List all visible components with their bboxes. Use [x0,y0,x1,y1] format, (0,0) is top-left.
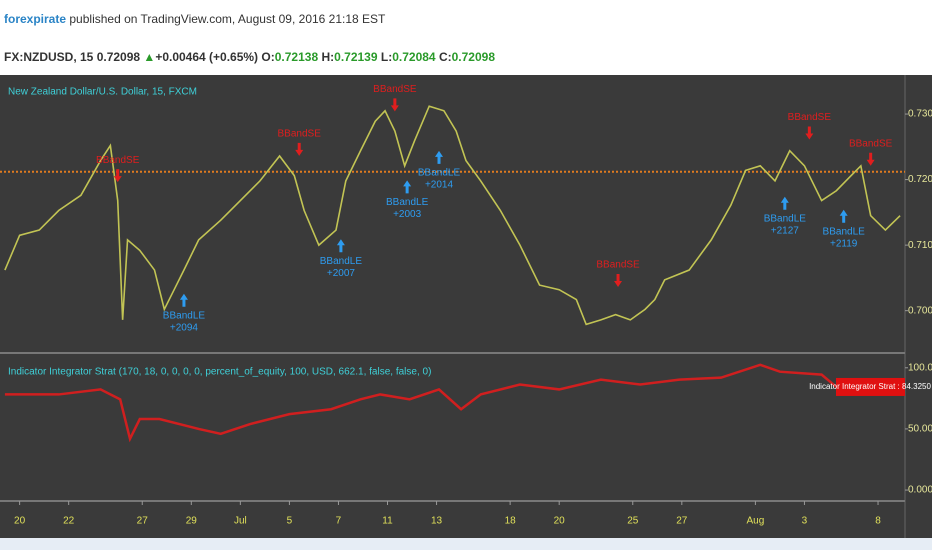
open: 0.72138 [274,50,319,64]
signal-label: BBandLE [764,213,807,224]
published: published on TradingView.com, August 09,… [69,12,386,26]
short-arrow [866,152,875,166]
chart-background [0,75,932,538]
signal-pnl: +2127 [771,225,800,236]
low: 0.72084 [392,50,436,64]
signal-label: BBandSE [849,138,893,149]
signal-label: BBandLE [320,256,363,267]
x-tick-label: 27 [676,516,688,527]
x-tick-label: 11 [382,516,393,527]
long-arrow [435,150,444,164]
last: 0.72098 [96,50,141,64]
pane-title: Indicator Integrator Strat (170, 18, 0, … [8,367,431,378]
y-tick-label: 50.0000 [908,424,932,435]
x-tick-label: 18 [505,516,517,527]
short-arrow [113,169,122,183]
chart: 0.70000 0.71000 0.72000 0.73000 New Zealand … [0,75,932,550]
signal-label: BBandLE [386,197,429,208]
high-label: H: [321,50,335,64]
signal-pnl: +2007 [327,268,356,279]
low-label: L: [380,50,393,64]
symbol: FX:NZDUSD, 15 [4,50,94,64]
long-arrow [839,209,848,223]
signal-pnl: +2094 [170,322,199,333]
publish-line: forexpirate published on TradingView.com… [4,12,385,26]
y-tick-label: 0.70000 [908,305,932,316]
x-tick-label: Aug [746,516,764,527]
change: +0.00464 (+0.65%) [155,50,259,64]
signal-pnl: +2119 [830,238,858,249]
y-tick-label: 0.73000 [908,109,932,120]
last-value-label: Indicator Integrator Strat : 84.3250 [809,382,931,391]
long-arrow [336,239,345,253]
long-arrow [403,180,412,194]
short-arrow [295,142,304,156]
x-tick-label: 5 [287,516,293,527]
x-tick-label: 27 [137,516,149,527]
series-line [4,363,838,443]
open-label: O: [261,50,275,64]
short-arrow [390,98,399,112]
high: 0.72139 [334,50,378,64]
pane-title: New Zealand Dollar/U.S. Dollar, 15, FXCM [8,87,197,98]
ticker-line: FX:NZDUSD, 15 0.72098 ▲+0.00464 (+0.65%)… [4,50,495,64]
x-tick-label: 13 [431,516,443,527]
footer-strip [0,538,932,550]
close: 0.72098 [451,50,496,64]
x-tick-label: 7 [336,516,342,527]
signal-label: BBandLE [823,226,866,237]
y-tick-label: 100.0000 [908,362,932,373]
x-tick-label: Jul [234,516,247,527]
signal-label: BBandSE [373,84,417,95]
x-tick-label: 25 [627,516,639,527]
x-tick-label: 8 [875,516,881,527]
signal-label: BBandLE [163,310,206,321]
y-tick-label: 0.0000 [908,485,932,496]
author[interactable]: forexpirate [4,12,67,26]
short-arrow [614,274,623,288]
x-tick-label: 20 [554,516,566,527]
x-tick-label: 20 [14,516,26,527]
signal-label: BBandSE [278,129,322,140]
x-tick-label: 22 [63,516,75,527]
close-label: C: [438,50,452,64]
last-value-box [836,377,905,396]
signal-label: BBandSE [788,112,832,123]
x-tick-label: 3 [802,516,808,527]
signal-pnl: +2003 [393,209,422,220]
y-tick-label: 0.71000 [908,240,932,251]
series-line [4,105,901,326]
y-tick-label: 0.72000 [908,174,932,185]
long-arrow [179,293,188,307]
signal-pnl: +2014 [425,179,454,190]
header: forexpirate published on TradingView.com… [0,0,932,75]
x-tick-label: 29 [186,516,198,527]
long-arrow [780,196,789,210]
signal-label: BBandSE [96,155,140,166]
signal-label: BBandLE [418,167,461,178]
arrow: ▲ [143,50,156,64]
signal-label: BBandSE [596,260,640,271]
short-arrow [805,126,814,140]
